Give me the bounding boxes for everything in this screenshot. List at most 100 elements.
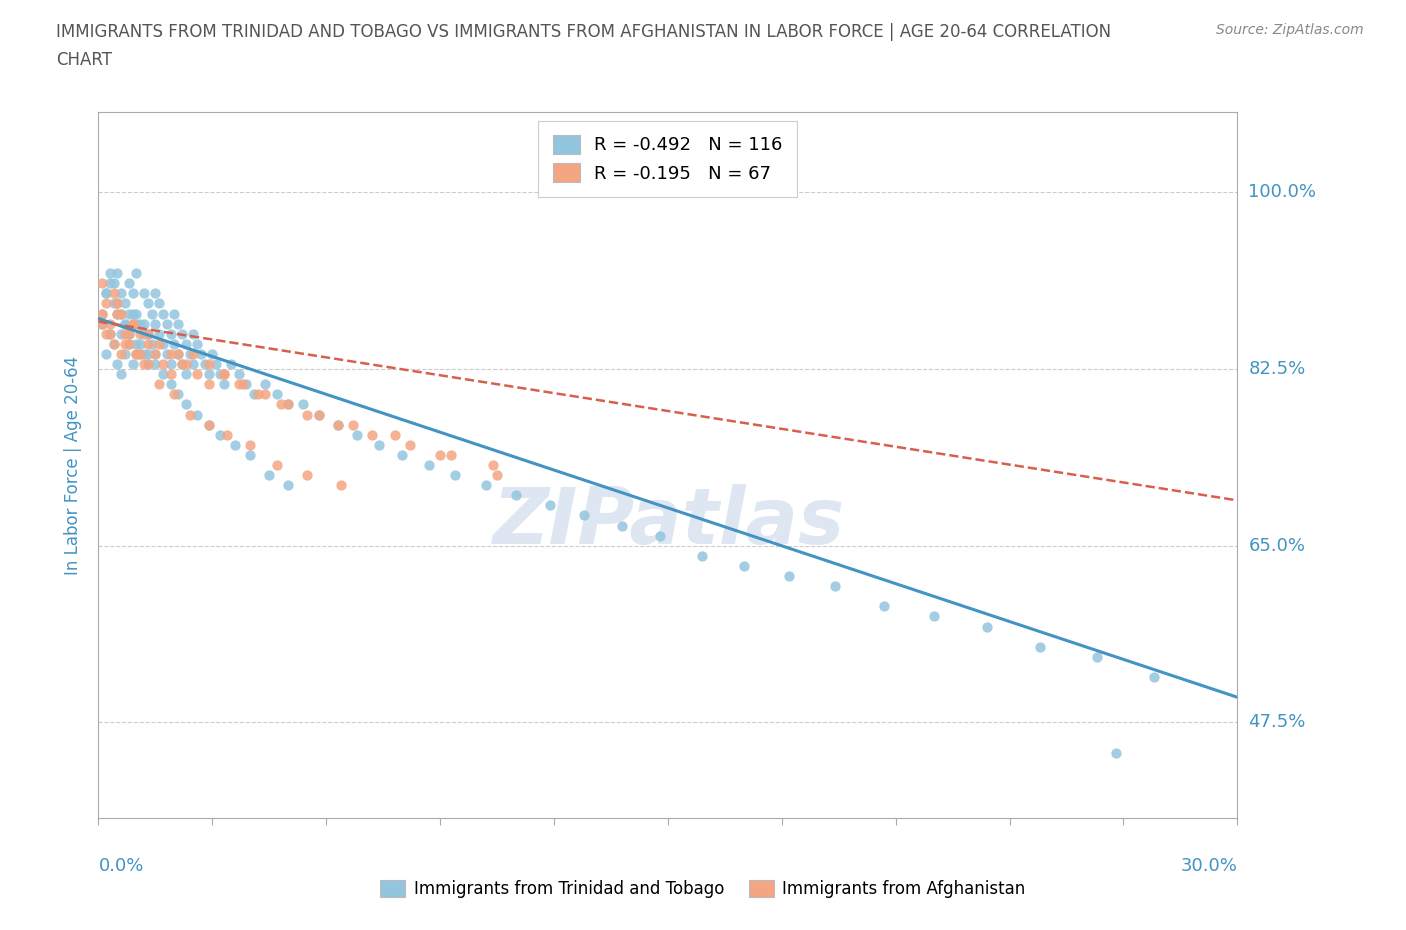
Point [346,427,368,442]
Point [1143,670,1166,684]
Point [976,619,998,634]
Point [183,326,205,341]
Text: 47.5%: 47.5% [1249,713,1306,732]
Point [246,387,269,402]
Point [125,337,148,352]
Point [91,306,114,321]
Point [221,356,243,371]
Point [922,609,945,624]
Point [136,356,159,371]
Point [152,337,174,352]
Point [197,418,219,432]
Point [342,418,364,432]
Point [778,568,800,583]
Point [136,326,159,341]
Point [186,407,208,422]
Point [132,286,155,300]
Point [103,337,125,352]
Point [148,377,170,392]
Point [91,306,114,321]
Point [107,266,129,281]
Point [197,418,219,432]
Point [118,326,141,341]
Point [114,347,136,362]
Point [266,387,288,402]
Point [690,549,713,564]
Point [129,326,152,341]
Point [114,337,136,352]
Point [136,356,159,371]
Point [94,286,117,300]
Point [235,377,257,392]
Point [156,347,179,362]
Point [152,306,174,321]
Point [326,418,349,432]
Point [94,347,117,362]
Point [212,377,235,392]
Point [125,316,148,331]
Y-axis label: In Labor Force | Age 20-64: In Labor Force | Age 20-64 [65,355,83,575]
Point [98,326,121,341]
Point [538,498,561,512]
Point [650,528,672,543]
Point [429,447,451,462]
Point [145,356,167,371]
Point [118,337,141,352]
Point [103,337,125,352]
Point [145,347,167,362]
Legend: Immigrants from Trinidad and Tobago, Immigrants from Afghanistan: Immigrants from Trinidad and Tobago, Imm… [374,873,1032,905]
Point [360,427,382,442]
Point [254,387,277,402]
Point [326,418,349,432]
Point [174,356,197,371]
Point [129,347,152,362]
Point [174,397,197,412]
Point [159,326,181,341]
Point [107,296,129,311]
Point [201,347,224,362]
Point [114,316,136,331]
Point [118,337,141,352]
Point [103,286,125,300]
Point [277,397,299,412]
Point [136,347,159,362]
Point [612,518,634,533]
Point [118,326,141,341]
Point [186,337,208,352]
Point [297,468,319,483]
Point [505,488,527,503]
Point [277,478,299,493]
Point [486,468,509,483]
Point [136,337,159,352]
Point [228,366,250,381]
Point [125,266,148,281]
Point [98,326,121,341]
Point [159,347,181,362]
Point [197,366,219,381]
Point [170,326,193,341]
Point [167,347,190,362]
Point [418,458,440,472]
Point [183,356,205,371]
Point [129,316,152,331]
Point [167,347,190,362]
Point [103,296,125,311]
Point [110,326,132,341]
Text: 65.0%: 65.0% [1249,537,1305,555]
Text: IMMIGRANTS FROM TRINIDAD AND TOBAGO VS IMMIGRANTS FROM AFGHANISTAN IN LABOR FORC: IMMIGRANTS FROM TRINIDAD AND TOBAGO VS I… [56,23,1111,41]
Point [186,366,208,381]
Point [136,326,159,341]
Point [254,377,277,392]
Point [292,397,315,412]
Point [152,356,174,371]
Point [110,366,132,381]
Point [873,599,896,614]
Point [163,337,186,352]
Point [308,407,330,422]
Point [121,316,143,331]
Point [121,306,143,321]
Point [107,306,129,321]
Point [107,306,129,321]
Point [152,366,174,381]
Point [574,508,596,523]
